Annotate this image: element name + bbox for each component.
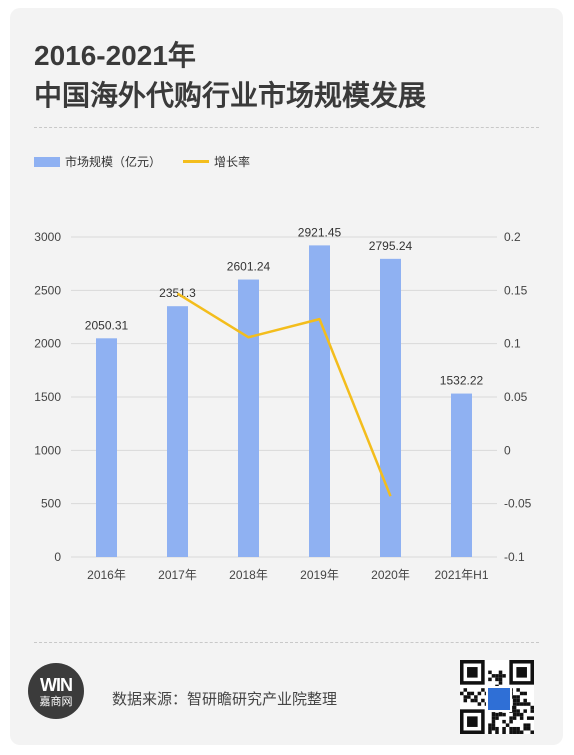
brand-logo-icon: WIN 嘉商网 <box>28 663 84 719</box>
y-right-tick-label: 0.2 <box>504 230 521 244</box>
legend-line-label: 增长率 <box>214 155 251 169</box>
x-tick-label: 2020年 <box>371 568 410 582</box>
bottom-divider <box>34 642 539 643</box>
card: 2016-2021年 中国海外代购行业市场规模发展 市场规模（亿元） 增长率 0… <box>10 8 563 745</box>
bar-data-label: 2795.24 <box>369 239 413 253</box>
y-right-tick-label: 0.15 <box>504 283 528 297</box>
bar <box>451 393 472 557</box>
logo-text: WIN <box>40 675 73 695</box>
combo-chart: 0 500 1000 1500 2000 2500 3000 -0.1 -0.05 0 0.05 0.… <box>34 225 532 582</box>
bar-data-label: 2351.3 <box>159 286 196 300</box>
y-right-tick-label: 0.05 <box>504 390 528 404</box>
legend-item-line: 增长率 <box>183 153 250 170</box>
y-left-tick-label: 2000 <box>34 337 61 351</box>
x-tick-label: 2021年H1 <box>434 568 488 582</box>
x-tick-label: 2018年 <box>229 568 268 582</box>
y-right-tick-label: 0 <box>504 443 511 457</box>
y-right-tick-label: 0.1 <box>504 337 521 351</box>
y-left-tick-label: 0 <box>54 550 61 564</box>
y-left-tick-label: 2500 <box>34 283 61 297</box>
x-tick-label: 2019年 <box>300 568 339 582</box>
top-divider <box>34 127 539 128</box>
title-line-2: 中国海外代购行业市场规模发展 <box>34 80 427 111</box>
bar <box>238 279 259 557</box>
bar-data-label: 1532.22 <box>440 374 484 388</box>
page-title: 2016-2021年 中国海外代购行业市场规模发展 <box>34 36 426 116</box>
bar <box>309 245 330 557</box>
growth-line <box>176 292 392 497</box>
y-left-tick-label: 1500 <box>34 390 61 404</box>
bar-data-label: 2050.31 <box>85 318 129 332</box>
y-right-tick-label: -0.05 <box>504 497 532 511</box>
legend-bar-label: 市场规模（亿元） <box>65 155 162 169</box>
bar <box>167 306 188 557</box>
x-tick-label: 2016年 <box>87 568 126 582</box>
x-tick-label: 2017年 <box>158 568 197 582</box>
legend-item-bar: 市场规模（亿元） <box>34 153 161 170</box>
bar-data-label: 2601.24 <box>227 260 271 274</box>
title-line-1: 2016-2021年 <box>34 40 196 71</box>
legend-line-swatch <box>183 160 210 163</box>
bar-data-label: 2921.45 <box>298 225 342 239</box>
qr-center-badge <box>486 686 512 712</box>
bar <box>380 258 401 557</box>
bar <box>96 338 117 557</box>
logo-subtext: 嘉商网 <box>39 696 73 708</box>
y-left-tick-label: 3000 <box>34 230 61 244</box>
y-left-tick-label: 500 <box>41 497 61 511</box>
y-left-tick-label: 1000 <box>34 443 61 457</box>
y-right-tick-label: -0.1 <box>504 550 525 564</box>
data-source: 数据来源：智研瞻研究产业院整理 <box>112 691 338 708</box>
qr-code-icon <box>460 660 534 734</box>
chart-legend: 市场规模（亿元） 增长率 <box>34 153 272 170</box>
legend-bar-swatch <box>34 156 60 167</box>
